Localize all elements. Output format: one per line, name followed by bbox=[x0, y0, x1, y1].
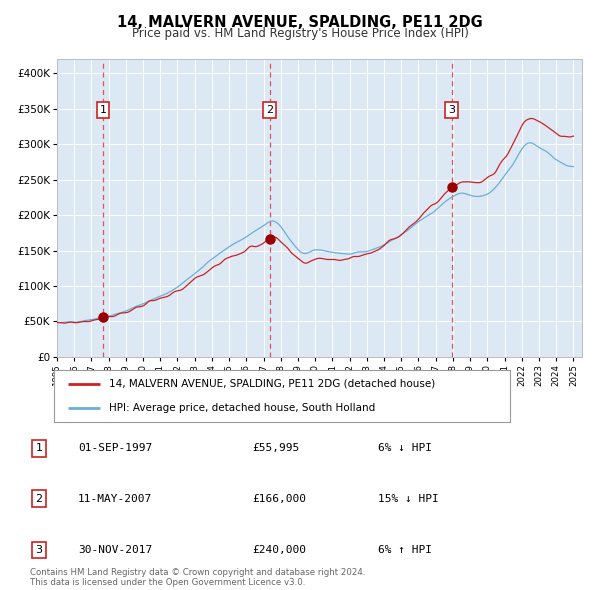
Text: 1: 1 bbox=[100, 105, 106, 115]
Text: 2: 2 bbox=[266, 105, 274, 115]
Text: 2: 2 bbox=[35, 494, 43, 503]
Text: 11-MAY-2007: 11-MAY-2007 bbox=[78, 494, 152, 503]
Text: £240,000: £240,000 bbox=[252, 545, 306, 555]
Text: HPI: Average price, detached house, South Holland: HPI: Average price, detached house, Sout… bbox=[109, 403, 375, 413]
Text: 14, MALVERN AVENUE, SPALDING, PE11 2DG (detached house): 14, MALVERN AVENUE, SPALDING, PE11 2DG (… bbox=[109, 379, 435, 389]
Text: 01-SEP-1997: 01-SEP-1997 bbox=[78, 444, 152, 453]
Text: 6% ↑ HPI: 6% ↑ HPI bbox=[378, 545, 432, 555]
Text: 14, MALVERN AVENUE, SPALDING, PE11 2DG: 14, MALVERN AVENUE, SPALDING, PE11 2DG bbox=[117, 15, 483, 30]
Text: 15% ↓ HPI: 15% ↓ HPI bbox=[378, 494, 439, 503]
Text: £166,000: £166,000 bbox=[252, 494, 306, 503]
Text: £55,995: £55,995 bbox=[252, 444, 299, 453]
Text: 30-NOV-2017: 30-NOV-2017 bbox=[78, 545, 152, 555]
Text: 1: 1 bbox=[35, 444, 43, 453]
Text: 3: 3 bbox=[35, 545, 43, 555]
Text: 3: 3 bbox=[448, 105, 455, 115]
Text: 6% ↓ HPI: 6% ↓ HPI bbox=[378, 444, 432, 453]
Text: Price paid vs. HM Land Registry's House Price Index (HPI): Price paid vs. HM Land Registry's House … bbox=[131, 27, 469, 40]
Text: Contains HM Land Registry data © Crown copyright and database right 2024.
This d: Contains HM Land Registry data © Crown c… bbox=[30, 568, 365, 587]
